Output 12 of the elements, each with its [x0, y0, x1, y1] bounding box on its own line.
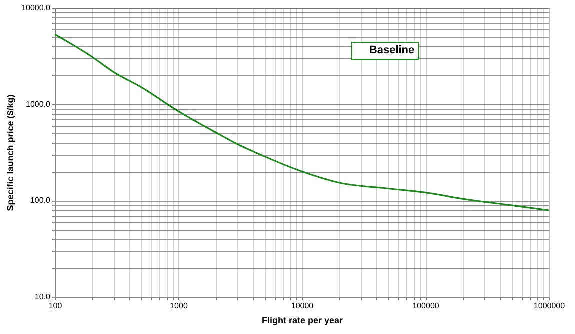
y-tick-label: 10.0	[34, 292, 52, 302]
x-tick-label: 1000000	[534, 302, 566, 310]
y-tick-label: 1000.0	[26, 100, 52, 109]
text: Baseline	[369, 44, 415, 56]
y-axis-title: Specific launch price ($/kg)	[6, 94, 16, 212]
y-tick-label: 100.0	[30, 196, 52, 206]
x-tick-label: 100000	[412, 302, 440, 310]
x-tick-label: 10000	[291, 302, 314, 310]
x-tick-label: 100	[48, 302, 63, 310]
x-tick-label: 1000	[170, 302, 188, 310]
x-axis-title: Flight rate per year	[262, 316, 344, 326]
y-tick-label: 10000.0	[22, 4, 52, 12]
